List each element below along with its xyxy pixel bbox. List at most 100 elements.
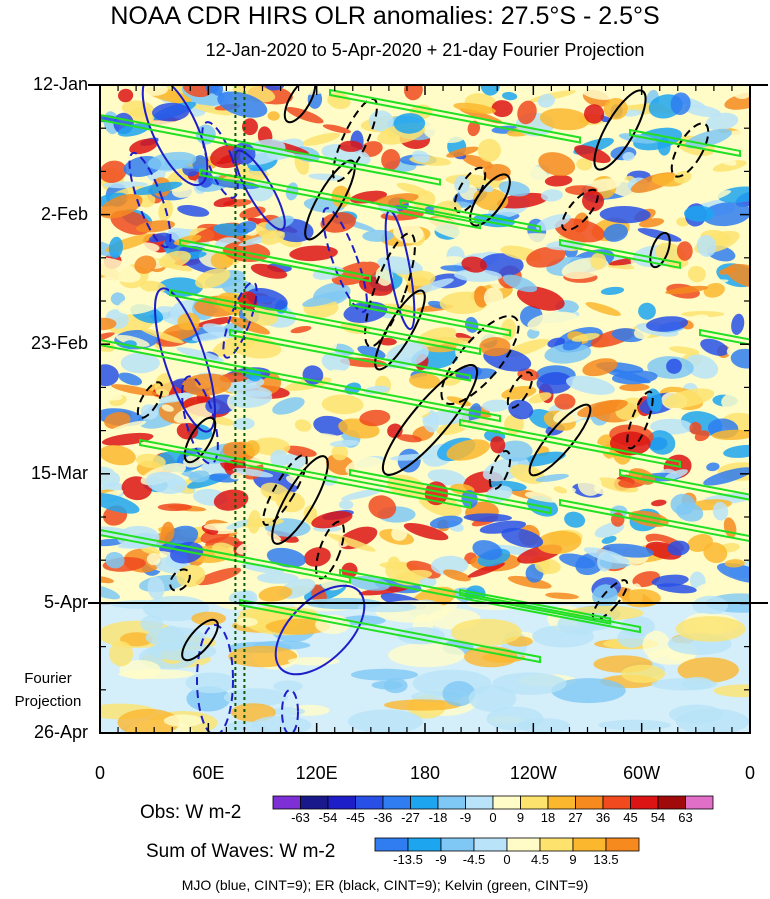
anomaly-blob [536, 530, 582, 555]
projection-blob [532, 625, 594, 648]
legend-swatch [539, 837, 574, 852]
projection-blob [350, 668, 419, 681]
anomaly-blob [527, 311, 579, 332]
er-contour [169, 568, 191, 592]
projection-blob [450, 618, 522, 646]
anomaly-blob [403, 522, 449, 541]
anomaly-blob [357, 345, 386, 359]
anomaly-blob [554, 218, 605, 243]
kelvin-contour [559, 238, 681, 270]
mjo-contour [222, 281, 258, 359]
anomaly-blob [134, 255, 157, 274]
anomaly-blob [711, 429, 750, 441]
legend-tick-label: 54 [650, 810, 666, 825]
anomaly-blob [517, 451, 566, 467]
anomaly-blob [684, 354, 719, 379]
anomaly-blob [501, 527, 544, 548]
projection-blob [109, 641, 134, 667]
legend-swatch [572, 837, 607, 852]
anomaly-blob [188, 470, 210, 483]
anomaly-blob [387, 423, 403, 439]
legend-tick-label: 0 [489, 810, 497, 825]
legend-swatch [605, 837, 640, 852]
anomaly-blob [147, 576, 165, 600]
y-tick-label: 2-Feb [40, 203, 88, 224]
anomaly-blob [622, 151, 635, 162]
anomaly-blob [341, 562, 358, 579]
anomaly-blob [687, 190, 732, 206]
anomaly-blob [192, 104, 233, 116]
anomaly-blob [118, 88, 134, 103]
anomaly-blob [339, 499, 354, 510]
x-tick-label: 0 [744, 763, 755, 783]
anomaly-blob [554, 393, 576, 410]
anomaly-blob [647, 430, 676, 455]
anomaly-blob [311, 511, 353, 529]
anomaly-blob [195, 268, 231, 289]
anomaly-blob [538, 152, 576, 177]
anomaly-blob [577, 473, 602, 496]
legend-swatch [272, 795, 301, 810]
anomaly-blob [545, 592, 579, 600]
projection-blob [163, 714, 203, 727]
anomaly-blob [176, 347, 224, 363]
anomaly-blob [687, 534, 713, 552]
anomaly-blob [301, 132, 341, 146]
x-tick-label: 0 [94, 763, 105, 783]
anomaly-blob [600, 286, 625, 295]
legend-swatch [440, 837, 475, 852]
projection-blob [191, 611, 227, 626]
anomaly-blob [140, 545, 161, 555]
er-contour [626, 390, 654, 450]
anomaly-blob [105, 551, 125, 569]
anomaly-blob [507, 575, 552, 589]
anomaly-blob [473, 188, 509, 211]
anomaly-blob [232, 468, 274, 478]
anomaly-blob [670, 92, 691, 115]
anomaly-blob [244, 440, 260, 457]
anomaly-blob [479, 336, 511, 357]
mjo-contour [154, 287, 216, 433]
anomaly-blob [454, 269, 502, 282]
legend-tick-label: 0 [503, 852, 511, 867]
anomaly-blob [502, 274, 538, 293]
projection-blob [668, 704, 725, 724]
legend-swatch [506, 837, 541, 852]
anomaly-blob [706, 462, 720, 472]
legend-swatch [300, 795, 329, 810]
anomaly-blob [540, 189, 563, 202]
projection-blob [230, 703, 276, 722]
anomaly-blob [145, 471, 187, 494]
legend-swatch [410, 795, 439, 810]
anomaly-blob [158, 250, 191, 269]
anomaly-blob [176, 422, 199, 440]
anomaly-blob [408, 550, 459, 557]
anomaly-blob [566, 375, 615, 395]
anomaly-blob [712, 160, 747, 172]
kelvin-contour [179, 238, 371, 283]
anomaly-blob [100, 317, 117, 331]
anomaly-blob [409, 373, 441, 389]
anomaly-blob [712, 501, 729, 521]
anomaly-blob [669, 346, 700, 355]
anomaly-blob [666, 434, 712, 452]
anomaly-blob [472, 540, 503, 560]
projection-blob [384, 699, 462, 711]
anomaly-blob [374, 193, 419, 207]
projection-blob [223, 688, 288, 707]
anomaly-blob [368, 110, 394, 132]
er-contour [181, 618, 219, 662]
anomaly-blob [498, 181, 530, 197]
anomaly-blob [391, 525, 408, 541]
anomaly-blob [100, 276, 118, 289]
chart-subtitle: 12-Jan-2020 to 5-Apr-2020 + 21-day Fouri… [205, 40, 645, 60]
anomaly-blob [646, 316, 689, 332]
anomaly-blob [559, 553, 596, 569]
anomaly-blob [331, 444, 348, 461]
anomaly-blob [176, 564, 206, 588]
projection-blob [692, 595, 729, 616]
anomaly-blob [192, 331, 227, 342]
legend-tick-label: 4.5 [530, 852, 550, 867]
anomaly-blob [663, 388, 715, 409]
anomaly-blob [327, 533, 376, 552]
